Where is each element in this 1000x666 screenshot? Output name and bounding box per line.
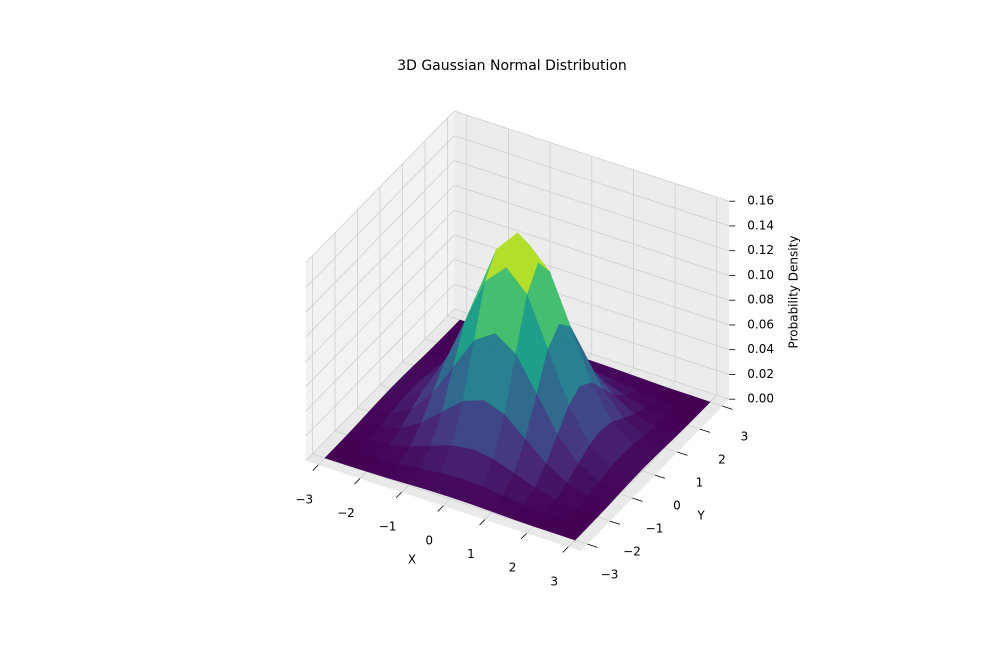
x-tick-label: 3: [550, 574, 558, 588]
tick-mark: [354, 478, 361, 485]
grid-line: [454, 160, 730, 252]
grid-line: [454, 110, 730, 202]
tick-mark: [562, 546, 569, 553]
grid-line: [305, 209, 455, 363]
grid-line: [305, 259, 455, 412]
grid-line: [305, 110, 455, 264]
x-tick-label: 2: [509, 561, 517, 575]
grid-line: [454, 135, 730, 227]
y-tick-label: 2: [718, 453, 726, 467]
grid-line: [305, 160, 455, 313]
y-axis-label: Y: [696, 509, 705, 523]
x-tick-label: −1: [379, 520, 397, 534]
grid-line: [305, 184, 455, 338]
chart-title: 3D Gaussian Normal Distribution: [397, 58, 627, 74]
y-tick-label: −1: [646, 522, 664, 536]
z-tick-label: 0.00: [747, 392, 774, 406]
z-tick-label: 0.16: [747, 194, 774, 208]
tick-mark: [654, 474, 666, 479]
tick-mark: [722, 405, 733, 410]
tick-mark: [479, 519, 486, 526]
tick-mark: [632, 497, 643, 502]
x-tick-label: 1: [467, 547, 475, 561]
tick-mark: [677, 451, 688, 456]
y-tick-label: −3: [601, 568, 619, 582]
z-tick-label: 0.14: [747, 218, 774, 232]
z-tick-label: 0.06: [747, 317, 774, 331]
z-tick-label: 0.10: [747, 268, 774, 282]
z-tick-label: 0.12: [747, 243, 774, 257]
y-tick-label: −2: [623, 545, 641, 559]
tick-mark: [312, 464, 319, 471]
z-axis-label: Probability Density: [787, 236, 801, 349]
y-tick-label: 0: [673, 499, 681, 513]
y-tick-label: 3: [741, 430, 749, 444]
x-tick-label: −3: [295, 492, 313, 506]
surface-patch: [553, 520, 587, 541]
tick-mark: [520, 532, 527, 540]
tick-mark: [699, 428, 711, 433]
z-tick-label: 0.08: [747, 293, 774, 307]
z-tick-label: 0.02: [747, 367, 774, 381]
x-axis-label: X: [408, 553, 416, 567]
tick-mark: [587, 543, 598, 548]
grid-line: [305, 283, 455, 437]
y-tick-label: 1: [696, 476, 704, 490]
grid-line: [454, 184, 730, 276]
tick-mark: [395, 491, 402, 499]
x-tick-label: 0: [425, 533, 433, 547]
tick-mark: [609, 520, 621, 525]
z-tick-label: 0.04: [747, 342, 774, 356]
tick-mark: [437, 505, 444, 512]
x-tick-label: −2: [337, 506, 355, 520]
grid-line: [305, 234, 455, 387]
grid-line: [305, 308, 455, 462]
grid-line: [454, 209, 730, 301]
grid-line: [305, 135, 455, 288]
